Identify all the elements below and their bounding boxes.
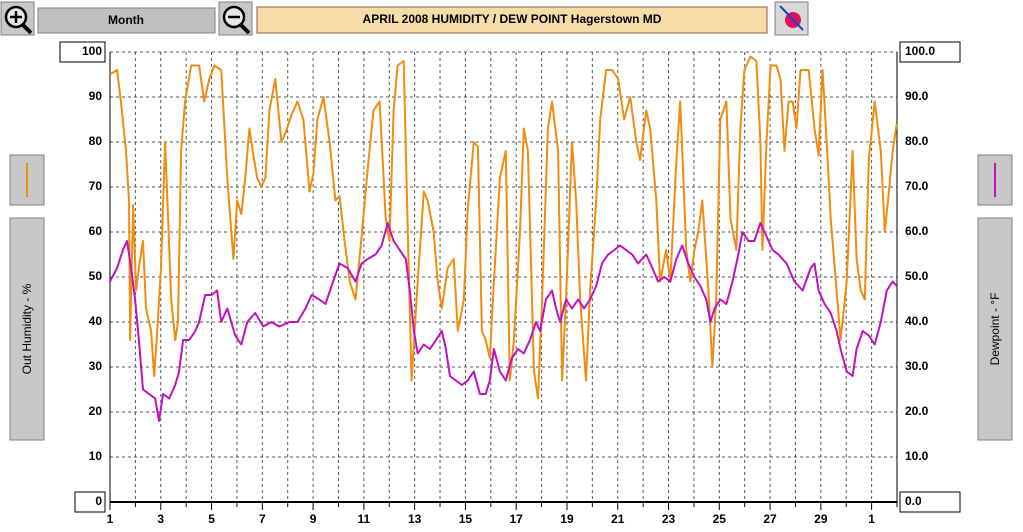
right-axis-label: Dewpoint - °F	[988, 293, 1002, 366]
x-tick-label: 11	[358, 512, 371, 526]
x-tick-label: 9	[310, 512, 317, 526]
y-tick-label: 0	[95, 494, 102, 508]
left-axis-label: Out Humidity - %	[20, 283, 34, 374]
x-tick-label: 7	[259, 512, 266, 526]
y2-tick-label: 60.0	[905, 224, 929, 238]
y2-tick-label: 90.0	[905, 89, 929, 103]
series-line	[109, 222, 898, 422]
x-tick-label: 15	[459, 512, 473, 526]
x-tick-label: 21	[611, 512, 625, 526]
x-tick-label: 5	[208, 512, 215, 526]
series-line	[109, 55, 898, 400]
y2-tick-label: 30.0	[905, 359, 929, 373]
y-tick-label: 40	[89, 314, 103, 328]
y-tick-label: 100	[82, 44, 102, 58]
period-label[interactable]: Month	[108, 13, 144, 27]
left-axis-panel	[9, 217, 45, 441]
y2-tick-label: 20.0	[905, 404, 929, 418]
y-tick-box	[74, 491, 106, 513]
x-tick-label: 27	[763, 512, 777, 526]
y-tick-label: 50	[89, 269, 103, 283]
y2-tick-box	[899, 41, 961, 63]
y2-tick-box	[899, 491, 961, 513]
y-tick-label: 70	[89, 179, 103, 193]
chart-title: APRIL 2008 HUMIDITY / DEW POINT Hagersto…	[363, 12, 662, 26]
x-tick-label: 19	[560, 512, 574, 526]
zoom-out-button[interactable]	[218, 1, 253, 36]
y-tick-label: 90	[89, 89, 103, 103]
y-tick-box	[59, 41, 106, 63]
y2-tick-label: 0.0	[905, 494, 922, 508]
period-button[interactable]	[37, 7, 216, 34]
x-tick-label: 1	[868, 512, 875, 526]
x-tick-label: 3	[157, 512, 164, 526]
y-tick-label: 30	[89, 359, 103, 373]
x-tick-label: 17	[510, 512, 524, 526]
y-tick-label: 10	[89, 449, 103, 463]
y-tick-label: 80	[89, 134, 103, 148]
x-tick-label: 1	[107, 512, 114, 526]
x-tick-label: 13	[408, 512, 422, 526]
y2-tick-label: 80.0	[905, 134, 929, 148]
y2-tick-label: 10.0	[905, 449, 929, 463]
x-tick-label: 23	[662, 512, 676, 526]
y2-tick-label: 40.0	[905, 314, 929, 328]
y-tick-label: 20	[89, 404, 103, 418]
zoom-in-button[interactable]	[0, 1, 35, 36]
y2-tick-label: 70.0	[905, 179, 929, 193]
color-picker-button[interactable]	[774, 1, 809, 36]
y2-tick-label: 100.0	[905, 44, 935, 58]
title-box	[256, 6, 768, 34]
right-axis-panel	[977, 217, 1013, 441]
y2-tick-label: 50.0	[905, 269, 929, 283]
x-tick-label: 29	[814, 512, 828, 526]
y-tick-label: 60	[89, 224, 103, 238]
x-tick-label: 25	[713, 512, 727, 526]
